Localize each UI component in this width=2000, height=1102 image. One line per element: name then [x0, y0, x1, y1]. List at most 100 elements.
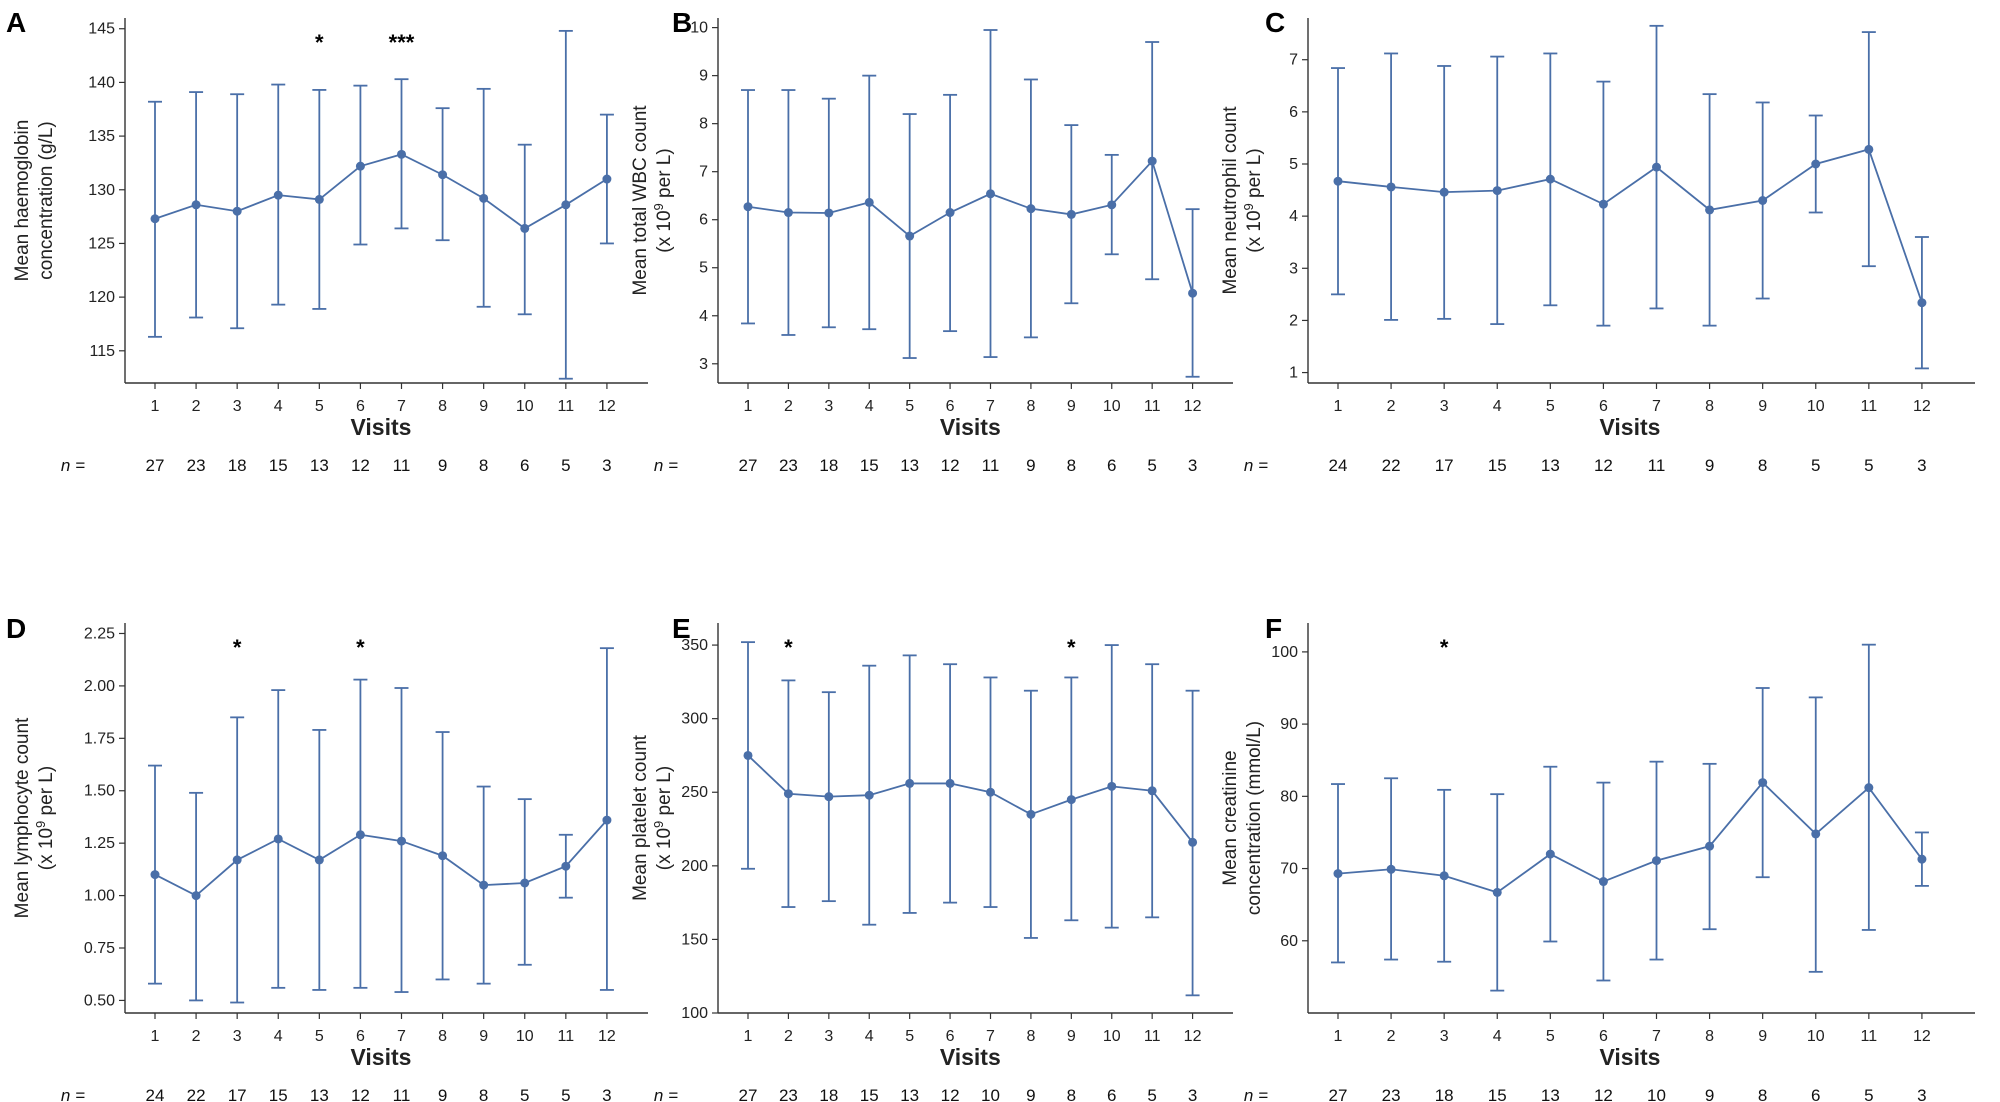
mean-point — [1107, 200, 1117, 210]
n-row-label: n = — [654, 456, 678, 475]
x-tick-label: 10 — [1103, 398, 1121, 415]
y-tick-label: 5 — [699, 260, 708, 277]
y-tick-label: 130 — [88, 182, 115, 199]
y-tick-label: 6 — [1289, 104, 1298, 121]
y-axis-label-line: Mean creatinine — [1220, 750, 1241, 885]
n-value: 12 — [941, 456, 960, 475]
n-value: 15 — [269, 1086, 288, 1102]
n-row-label: n = — [654, 1086, 678, 1102]
x-tick-label: 6 — [356, 1028, 365, 1045]
x-tick-label: 3 — [233, 1028, 242, 1045]
y-axis-label-line: (x 109 per L) — [1241, 148, 1265, 252]
mean-point — [1026, 809, 1036, 819]
x-tick-label: 3 — [233, 398, 242, 415]
x-tick-label: 1 — [744, 1028, 753, 1045]
y-tick-label: 0.50 — [84, 992, 115, 1009]
x-tick-label: 9 — [479, 398, 488, 415]
n-row-label: n = — [61, 1086, 85, 1102]
panel-letter: B — [672, 7, 692, 38]
x-tick-label: 4 — [865, 398, 874, 415]
n-row-label: n = — [1244, 456, 1268, 475]
x-tick-label: 5 — [905, 1028, 914, 1045]
y-tick-label: 2.25 — [84, 625, 115, 642]
mean-point — [743, 750, 753, 760]
x-tick-label: 4 — [274, 398, 283, 415]
mean-point — [1026, 204, 1036, 214]
mean-point — [232, 206, 242, 216]
y-tick-label: 250 — [681, 784, 708, 801]
y-tick-label: 0.75 — [84, 940, 115, 957]
n-value: 13 — [310, 456, 329, 475]
n-value: 5 — [1811, 456, 1820, 475]
mean-point — [1811, 159, 1821, 169]
mean-point — [1188, 288, 1198, 298]
mean-point — [602, 815, 612, 825]
n-value: 18 — [1435, 1086, 1454, 1102]
y-tick-label: 150 — [681, 931, 708, 948]
y-tick-label: 1 — [1289, 365, 1298, 382]
mean-point — [1917, 298, 1927, 308]
y-tick-label: 5 — [1289, 156, 1298, 173]
n-value: 18 — [819, 456, 838, 475]
n-value: 13 — [900, 1086, 919, 1102]
mean-point — [479, 880, 489, 890]
x-tick-label: 10 — [516, 398, 534, 415]
mean-point — [824, 792, 834, 802]
mean-point — [1492, 186, 1502, 196]
n-value: 27 — [146, 456, 165, 475]
mean-point — [520, 878, 530, 888]
x-tick-label: 2 — [192, 1028, 201, 1045]
panel-letter: F — [1265, 613, 1282, 644]
n-value: 12 — [1594, 456, 1613, 475]
n-value: 6 — [1107, 456, 1116, 475]
x-axis-label: Visits — [940, 1044, 1001, 1070]
y-tick-label: 4 — [1289, 208, 1298, 225]
n-value: 9 — [1705, 1086, 1714, 1102]
mean-point — [1386, 864, 1396, 874]
mean-point — [1386, 182, 1396, 192]
mean-point — [438, 851, 448, 861]
n-value: 10 — [1647, 1086, 1666, 1102]
y-tick-label: 7 — [1289, 52, 1298, 69]
y-axis-label-line: concentration (g/L) — [36, 121, 57, 279]
y-axis-label-line: Mean total WBC count — [630, 105, 651, 296]
mean-point — [1758, 778, 1768, 788]
x-tick-label: 12 — [1184, 398, 1202, 415]
mean-line — [154, 153, 608, 230]
mean-point — [150, 214, 160, 224]
n-value: 22 — [1382, 456, 1401, 475]
mean-point — [355, 830, 365, 840]
x-tick-label: 10 — [1807, 1028, 1825, 1045]
mean-point — [397, 836, 406, 846]
y-tick-label: 8 — [699, 116, 708, 133]
n-value: 12 — [941, 1086, 960, 1102]
y-tick-label: 10 — [690, 20, 708, 37]
mean-point — [1147, 786, 1157, 796]
mean-line — [1337, 781, 1923, 894]
y-tick-label: 125 — [88, 235, 115, 252]
panel-letter: C — [1265, 7, 1285, 38]
x-tick-label: 7 — [986, 1028, 995, 1045]
n-value: 11 — [393, 456, 411, 475]
x-tick-label: 1 — [1334, 398, 1343, 415]
n-value: 6 — [520, 456, 529, 475]
n-value: 9 — [1705, 456, 1714, 475]
mean-point — [1864, 144, 1874, 154]
y-axis-label-line: Mean lymphocyte count — [12, 717, 33, 918]
mean-point — [273, 190, 283, 200]
y-tick-label: 3 — [1289, 260, 1298, 277]
mean-point — [1652, 162, 1661, 172]
mean-point — [191, 200, 201, 210]
mean-point — [1652, 856, 1661, 866]
n-value: 5 — [1864, 1086, 1873, 1102]
x-tick-label: 5 — [1546, 398, 1555, 415]
panel-letter: A — [6, 7, 26, 38]
x-tick-label: 6 — [946, 398, 955, 415]
x-tick-label: 7 — [1652, 1028, 1661, 1045]
x-tick-label: 9 — [1758, 1028, 1767, 1045]
y-tick-label: 1.75 — [84, 730, 115, 747]
mean-point — [1439, 871, 1449, 881]
y-tick-label: 200 — [681, 858, 708, 875]
mean-point — [602, 174, 612, 184]
y-axis-label-line: Mean platelet count — [630, 734, 651, 901]
